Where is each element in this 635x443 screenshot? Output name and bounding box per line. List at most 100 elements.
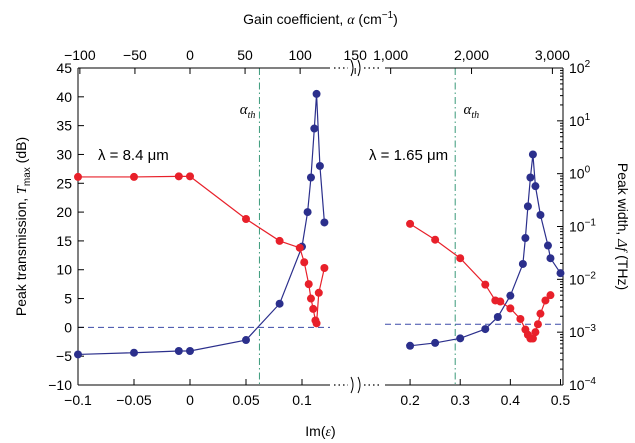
lambda-label-left: λ = 8.4 μm: [98, 147, 169, 164]
right-width-point: [516, 314, 525, 323]
tick-exponent: −2: [585, 270, 597, 281]
tick-base: 10: [569, 271, 585, 287]
y-left-tick-label: 10: [56, 262, 72, 278]
right-transmission-point: [406, 341, 415, 350]
left-width-point: [312, 319, 321, 328]
y-left-tick-label: 15: [56, 233, 72, 249]
y-axis-left-label: Peak transmission, Tmax (dB): [13, 137, 33, 316]
tick-base: 10: [569, 60, 585, 76]
left-transmission-point: [306, 173, 315, 182]
left-width-point: [300, 258, 309, 267]
right-series-width: [406, 219, 555, 343]
label-part: T: [15, 185, 30, 194]
left-transmission-point: [130, 348, 138, 357]
x-axis-top-label: Gain coefficient, α (cm−1): [243, 10, 398, 28]
left-transmission-point: [315, 161, 324, 170]
y-right-tick-label: 100: [569, 165, 591, 182]
left-transmission-line: [77, 93, 325, 356]
x-top-tick-label: 1,000: [373, 47, 408, 63]
right-transmission-point: [521, 234, 530, 243]
right-transmission-line: [410, 154, 561, 347]
right-transmission-point: [526, 173, 535, 182]
left-width-point: [306, 294, 315, 303]
y-left-tick-label: 35: [56, 118, 72, 134]
x-bottom-tick-label: 0.5: [551, 392, 571, 408]
y-right-tick-label: 10−2: [569, 270, 596, 287]
tick-exponent: −1: [585, 218, 597, 229]
x-top-tick-label: −100: [64, 47, 96, 63]
right-width-point: [456, 254, 465, 263]
x-top-tick-label: 50: [237, 47, 253, 63]
y-right-tick-label: 10−3: [569, 323, 596, 340]
right-width-point: [541, 296, 550, 305]
left-width-point: [174, 172, 183, 181]
left-transmission-point: [186, 346, 194, 355]
right-transmission-point: [493, 312, 502, 321]
left-transmission-point: [174, 346, 183, 355]
alpha-th-label-right: αth: [464, 102, 480, 121]
left-width-point: [74, 172, 82, 181]
axis-break-bottom-stroke-1: [350, 376, 354, 394]
x-bottom-tick-label: 0.4: [501, 392, 521, 408]
left-series-transmission: [74, 89, 329, 359]
tick-base: 10: [569, 166, 585, 182]
y-left-tick-label: 20: [56, 204, 72, 220]
label-part: −1: [382, 10, 394, 21]
axis-break-top-stroke-2: [357, 59, 361, 77]
y-left-tick-label: 30: [56, 146, 72, 162]
y-left-tick-label: 0: [64, 319, 72, 335]
right-width-point: [481, 280, 490, 289]
right-width-point: [406, 219, 415, 228]
right-transmission-point: [506, 291, 515, 300]
reference-lines: [78, 68, 563, 385]
right-width-point: [536, 309, 545, 318]
ticks: −10−505101520253035404510−410−310−210−11…: [48, 47, 596, 408]
threshold-sub: th: [248, 110, 256, 121]
left-width-point: [295, 243, 304, 252]
tick-exponent: −4: [585, 376, 597, 387]
tick-exponent: 0: [585, 165, 591, 176]
right-width-point: [431, 235, 440, 244]
right-transmission-point: [456, 334, 465, 343]
x-bottom-tick-label: 0: [186, 392, 194, 408]
axis-labels: Im(ε) Gain coefficient, α (cm−1) Peak tran…: [13, 10, 631, 440]
tick-base: 10: [569, 219, 585, 235]
right-transmission-point: [431, 338, 440, 347]
x-bottom-tick-label: 0.1: [292, 392, 312, 408]
x-bottom-tick-label: −0.1: [64, 392, 92, 408]
label-part: Peak width,: [615, 163, 631, 239]
axis-break-top: [334, 59, 381, 77]
right-width-point: [528, 334, 537, 343]
left-width-point: [130, 172, 138, 181]
y-left-tick-label: 25: [56, 175, 72, 191]
left-width-point: [275, 236, 284, 245]
right-transmission-point: [543, 241, 552, 250]
label-part: ): [331, 423, 336, 439]
x-bottom-tick-label: −0.05: [116, 392, 152, 408]
left-width-point: [309, 304, 318, 313]
tick-exponent: −3: [585, 323, 597, 334]
alpha-th-label-left: αth: [240, 102, 256, 121]
axis-break-bottom: [334, 376, 381, 394]
axes: [77, 59, 564, 394]
axis-break-bottom-stroke-2: [357, 376, 361, 394]
label-part: max: [22, 167, 33, 186]
right-transmission-point: [556, 269, 565, 278]
left-transmission-point: [275, 299, 284, 308]
x-top-tick-label: 0: [186, 47, 194, 63]
right-transmission-point: [531, 182, 540, 191]
label-part: (THz): [615, 251, 631, 290]
y-right-tick-label: 10−4: [569, 376, 596, 393]
series: [74, 89, 565, 359]
label-part: Im(: [305, 423, 326, 439]
threshold-symbol: α: [464, 102, 473, 118]
x-top-tick-label: 150: [344, 47, 368, 63]
threshold-symbol: α: [240, 102, 249, 118]
x-axis-bottom-label: Im(ε): [305, 423, 335, 440]
left-transmission-point: [74, 350, 82, 359]
y-left-tick-label: 45: [56, 60, 72, 76]
x-top-tick-label: 3,000: [535, 47, 570, 63]
left-transmission-point: [242, 336, 250, 345]
